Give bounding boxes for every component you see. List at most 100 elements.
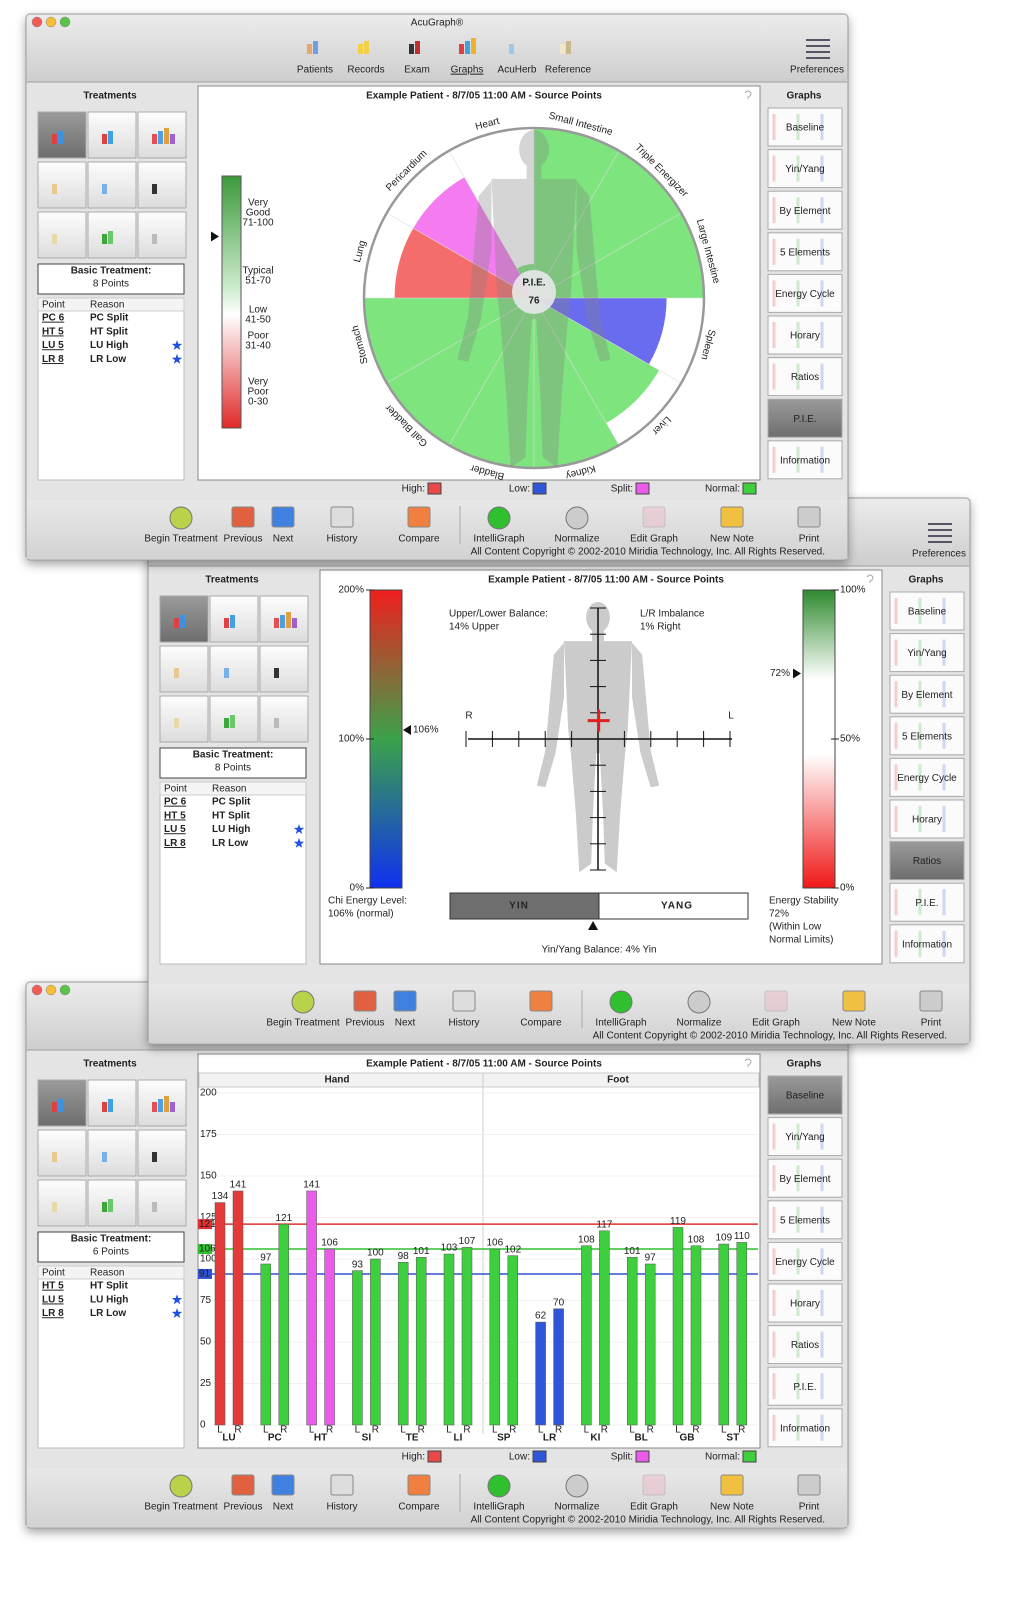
toolbar-button[interactable]: Previous — [224, 534, 263, 545]
treatment-tool[interactable] — [37, 161, 87, 209]
toolbar-button[interactable]: Normalize — [554, 534, 599, 545]
toolbar-button[interactable]: Compare — [398, 534, 440, 545]
treatment-tool[interactable] — [259, 645, 309, 693]
toolbar-button[interactable]: Compare — [520, 1018, 562, 1029]
toolbar-button[interactable]: History — [448, 1018, 479, 1029]
window-button[interactable] — [45, 16, 57, 28]
treatment-tool[interactable] — [259, 595, 309, 643]
preferences-button[interactable]: Preferences — [790, 65, 844, 76]
toolbar-button[interactable]: IntelliGraph — [473, 534, 524, 545]
graph-button[interactable] — [889, 924, 965, 964]
toolbar-button[interactable]: History — [326, 534, 357, 545]
treatment-tool[interactable] — [87, 161, 137, 209]
graph-button[interactable] — [767, 1158, 843, 1198]
help-icon[interactable] — [744, 90, 752, 99]
graph-button[interactable] — [767, 1408, 843, 1448]
graph-button[interactable] — [767, 1117, 843, 1157]
point-link[interactable]: HT 5 — [164, 810, 186, 821]
window-button[interactable] — [59, 16, 71, 28]
point-link[interactable]: HT 5 — [42, 326, 64, 337]
toolbar-button[interactable]: Begin Treatment — [266, 1018, 340, 1029]
graph-button[interactable] — [767, 398, 843, 438]
treatment-tool[interactable] — [137, 211, 187, 259]
toolbar-button[interactable]: Begin Treatment — [144, 1502, 218, 1513]
toolbar-button[interactable]: Begin Treatment — [144, 534, 218, 545]
toolbar-button[interactable]: Next — [273, 1502, 294, 1513]
graph-button[interactable] — [767, 1200, 843, 1240]
toolbar-button[interactable]: Normalize — [554, 1502, 599, 1513]
graph-button[interactable] — [767, 1075, 843, 1115]
toolbar-button[interactable]: Next — [273, 534, 294, 545]
window-button[interactable] — [31, 16, 43, 28]
treatment-tool[interactable] — [137, 1179, 187, 1227]
treatment-tool[interactable] — [137, 161, 187, 209]
toolbar-button[interactable]: New Note — [710, 1502, 754, 1513]
point-link[interactable]: LU 5 — [42, 340, 64, 351]
toolbar-button[interactable]: Exam — [404, 65, 430, 76]
graph-button[interactable] — [767, 190, 843, 230]
graph-button[interactable] — [889, 841, 965, 881]
graph-button[interactable] — [767, 273, 843, 313]
point-link[interactable]: PC 6 — [164, 797, 187, 808]
toolbar-button[interactable]: History — [326, 1502, 357, 1513]
point-link[interactable]: LR 8 — [42, 1308, 64, 1319]
treatment-tool[interactable] — [37, 1179, 87, 1227]
graph-button[interactable] — [889, 674, 965, 714]
help-icon[interactable] — [866, 574, 874, 583]
toolbar-button[interactable]: Reference — [545, 65, 592, 76]
point-link[interactable]: LU 5 — [42, 1294, 64, 1305]
graph-button[interactable] — [767, 1241, 843, 1281]
graph-button[interactable] — [889, 716, 965, 756]
graph-button[interactable] — [889, 633, 965, 673]
treatment-tool[interactable] — [159, 695, 209, 743]
treatment-tool[interactable] — [137, 1129, 187, 1177]
graph-button[interactable] — [767, 315, 843, 355]
toolbar-button[interactable]: Normalize — [676, 1018, 721, 1029]
toolbar-button[interactable]: Print — [799, 1502, 820, 1513]
toolbar-button[interactable]: Previous — [224, 1502, 263, 1513]
toolbar-button[interactable]: Print — [799, 534, 820, 545]
toolbar-button[interactable]: IntelliGraph — [595, 1018, 646, 1029]
toolbar-button[interactable]: AcuHerb — [498, 65, 537, 76]
window-button[interactable] — [45, 984, 57, 996]
toolbar-button[interactable]: Patients — [297, 65, 333, 76]
graph-button[interactable] — [767, 1283, 843, 1323]
graph-button[interactable] — [889, 882, 965, 922]
graph-button[interactable] — [767, 149, 843, 189]
graph-button[interactable] — [767, 1366, 843, 1406]
graph-button[interactable] — [767, 232, 843, 272]
graph-button[interactable] — [889, 799, 965, 839]
icon-part — [102, 1202, 107, 1212]
toolbar-button[interactable]: Next — [395, 1018, 416, 1029]
graph-button[interactable] — [889, 757, 965, 797]
toolbar-button[interactable]: Graphs — [451, 65, 484, 76]
treatment-tool[interactable] — [159, 645, 209, 693]
point-link[interactable]: LU 5 — [164, 824, 186, 835]
help-icon[interactable] — [744, 1058, 752, 1067]
point-link[interactable]: PC 6 — [42, 313, 65, 324]
toolbar-button[interactable]: IntelliGraph — [473, 1502, 524, 1513]
toolbar-button[interactable]: Previous — [346, 1018, 385, 1029]
toolbar-button[interactable]: Compare — [398, 1502, 440, 1513]
graph-button[interactable] — [767, 1325, 843, 1365]
treatment-tool[interactable] — [87, 1129, 137, 1177]
window-button[interactable] — [59, 984, 71, 996]
graph-button[interactable] — [767, 107, 843, 147]
preferences-button[interactable]: Preferences — [912, 549, 966, 560]
toolbar-button[interactable]: Print — [921, 1018, 942, 1029]
point-link[interactable]: LR 8 — [42, 354, 64, 365]
toolbar-button[interactable]: Records — [347, 65, 384, 76]
graph-button[interactable] — [767, 357, 843, 397]
graph-button[interactable] — [767, 440, 843, 480]
graph-button[interactable] — [889, 591, 965, 631]
treatment-tool[interactable] — [209, 595, 259, 643]
treatment-tool[interactable] — [209, 645, 259, 693]
treatment-tool[interactable] — [259, 695, 309, 743]
point-link[interactable]: HT 5 — [42, 1281, 64, 1292]
treatment-tool[interactable] — [37, 211, 87, 259]
toolbar-button[interactable]: New Note — [710, 534, 754, 545]
treatment-tool[interactable] — [37, 1129, 87, 1177]
toolbar-button[interactable]: New Note — [832, 1018, 876, 1029]
point-link[interactable]: LR 8 — [164, 838, 186, 849]
window-button[interactable] — [31, 984, 43, 996]
